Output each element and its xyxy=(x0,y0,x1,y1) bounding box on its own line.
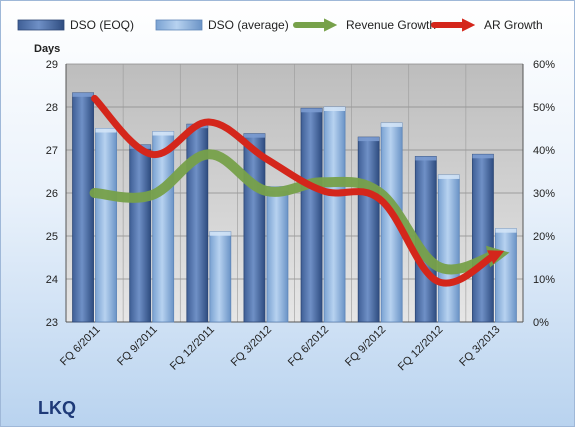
company-label: LKQ xyxy=(38,398,76,418)
bar-cap xyxy=(301,108,323,113)
legend-label-0: DSO (EOQ) xyxy=(70,18,134,32)
line-ar-growth xyxy=(91,94,505,287)
x-tick-label: FQ 12/2012 xyxy=(396,324,446,374)
x-tick-label: FQ 9/2011 xyxy=(115,324,160,369)
bar-cap xyxy=(381,122,403,127)
y-tick-label: 25 xyxy=(46,231,58,243)
y2-tick-label: 60% xyxy=(533,59,555,71)
bar-dso-average--2 xyxy=(209,231,232,323)
x-tick-label: FQ 9/2012 xyxy=(343,324,388,369)
bar-cap xyxy=(472,154,494,159)
bar-cap xyxy=(415,156,437,161)
bar-cap xyxy=(438,174,460,179)
bar-dso-average--0 xyxy=(95,128,117,323)
x-tick-label: FQ 6/2012 xyxy=(286,324,331,369)
y-tick-label: 26 xyxy=(46,188,58,200)
bar-dso-eoq--1 xyxy=(129,144,152,323)
y-axis-title: Days xyxy=(34,43,60,55)
bar-dso-eoq--7 xyxy=(472,153,494,323)
y-tick-label: 24 xyxy=(46,274,58,286)
legend-label-2: Revenue Growth xyxy=(346,18,436,32)
y2-tick-label: 10% xyxy=(533,274,555,286)
bar-cap xyxy=(324,107,346,111)
legend-swatch-0 xyxy=(17,19,65,31)
bar-cap xyxy=(72,92,94,97)
bar-cap xyxy=(358,137,380,142)
y2-tick-label: 40% xyxy=(533,145,555,157)
x-tick-label: FQ 6/2011 xyxy=(58,324,103,369)
x-tick-label: FQ 3/2013 xyxy=(457,324,502,369)
x-tick-label: FQ 3/2012 xyxy=(229,324,274,369)
y-tick-label: 27 xyxy=(46,145,58,157)
bar-dso-average--1 xyxy=(152,131,175,323)
bar-cap xyxy=(152,131,174,136)
bar-cap xyxy=(495,228,517,233)
legend-swatch-1 xyxy=(155,19,203,31)
y2-tick-label: 0% xyxy=(533,317,549,329)
bar-cap xyxy=(95,128,117,133)
bar-cap xyxy=(209,231,231,236)
line-revenue-growth xyxy=(89,149,510,275)
x-tick-label: FQ 12/2011 xyxy=(168,324,217,373)
bar-dso-average--3 xyxy=(266,186,289,323)
bar-dso-average--6 xyxy=(437,174,460,323)
y2-tick-label: 50% xyxy=(533,102,555,114)
bar-dso-average--4 xyxy=(323,106,346,323)
y-tick-label: 28 xyxy=(46,102,58,114)
bar-dso-eoq--0 xyxy=(72,92,94,323)
bar-dso-eoq--3 xyxy=(243,133,266,323)
legend-label-1: DSO (average) xyxy=(208,18,289,32)
bar-cap xyxy=(243,133,265,138)
bar-dso-eoq--4 xyxy=(300,107,323,323)
bar-dso-average--7 xyxy=(495,228,517,323)
y-tick-label: 23 xyxy=(46,317,58,329)
y2-tick-label: 30% xyxy=(533,188,555,200)
legend-label-3: AR Growth xyxy=(484,18,543,32)
bar-dso-eoq--5 xyxy=(357,136,380,323)
y2-tick-label: 20% xyxy=(533,231,555,243)
y-tick-label: 29 xyxy=(46,59,58,71)
